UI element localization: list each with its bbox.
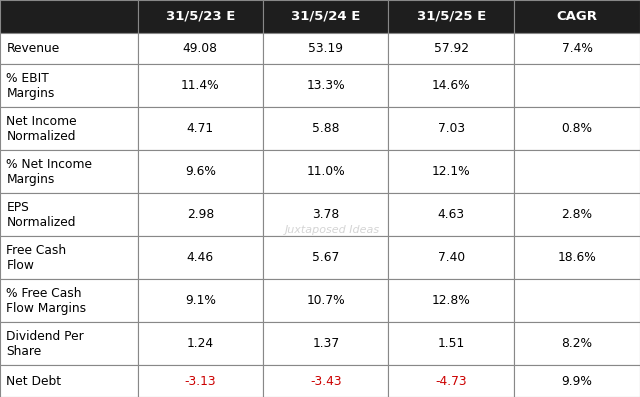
Text: 1.37: 1.37	[312, 337, 339, 351]
Bar	[388, 150, 514, 193]
Text: 13.3%: 13.3%	[307, 79, 345, 92]
Text: 57.92: 57.92	[434, 42, 468, 55]
Bar	[138, 193, 263, 236]
Text: Revenue: Revenue	[6, 42, 60, 55]
Bar	[514, 150, 640, 193]
Bar	[514, 365, 640, 397]
Text: Dividend Per
Share: Dividend Per Share	[6, 330, 84, 358]
Text: 31/5/25 E: 31/5/25 E	[417, 10, 486, 23]
Text: 5.88: 5.88	[312, 122, 339, 135]
Bar	[0, 33, 138, 64]
Bar	[138, 365, 263, 397]
Text: 11.0%: 11.0%	[307, 165, 345, 178]
Bar	[263, 322, 388, 365]
Text: 7.03: 7.03	[438, 122, 465, 135]
Text: 0.8%: 0.8%	[561, 122, 593, 135]
Bar	[388, 0, 514, 33]
Text: 4.71: 4.71	[187, 122, 214, 135]
Bar	[514, 64, 640, 107]
Bar	[263, 193, 388, 236]
Bar	[388, 236, 514, 279]
Bar	[0, 236, 138, 279]
Text: 8.2%: 8.2%	[561, 337, 593, 351]
Bar	[388, 365, 514, 397]
Text: Free Cash
Flow: Free Cash Flow	[6, 244, 67, 272]
Bar	[514, 279, 640, 322]
Bar	[138, 150, 263, 193]
Text: Juxtaposed Ideas: Juxtaposed Ideas	[285, 225, 380, 235]
Bar	[263, 107, 388, 150]
Bar	[514, 193, 640, 236]
Bar	[263, 279, 388, 322]
Bar	[138, 64, 263, 107]
Bar	[388, 107, 514, 150]
Text: 9.6%: 9.6%	[185, 165, 216, 178]
Text: % Free Cash
Flow Margins: % Free Cash Flow Margins	[6, 287, 86, 315]
Bar	[263, 64, 388, 107]
Text: 1.24: 1.24	[187, 337, 214, 351]
Bar	[514, 0, 640, 33]
Bar	[0, 193, 138, 236]
Text: 5.67: 5.67	[312, 251, 339, 264]
Text: 14.6%: 14.6%	[432, 79, 470, 92]
Bar	[0, 64, 138, 107]
Text: 7.40: 7.40	[438, 251, 465, 264]
Bar	[0, 365, 138, 397]
Text: -3.13: -3.13	[184, 375, 216, 388]
Bar	[514, 107, 640, 150]
Bar	[514, 322, 640, 365]
Bar	[0, 150, 138, 193]
Text: 4.63: 4.63	[438, 208, 465, 221]
Text: 1.51: 1.51	[438, 337, 465, 351]
Text: 4.46: 4.46	[187, 251, 214, 264]
Text: EPS
Normalized: EPS Normalized	[6, 201, 76, 229]
Text: -4.73: -4.73	[435, 375, 467, 388]
Text: 10.7%: 10.7%	[307, 294, 345, 307]
Text: 31/5/23 E: 31/5/23 E	[166, 10, 235, 23]
Text: 2.8%: 2.8%	[561, 208, 593, 221]
Text: 18.6%: 18.6%	[557, 251, 596, 264]
Bar	[263, 150, 388, 193]
Bar	[263, 0, 388, 33]
Bar	[263, 365, 388, 397]
Text: 12.1%: 12.1%	[432, 165, 470, 178]
Text: 7.4%: 7.4%	[561, 42, 593, 55]
Bar	[0, 0, 138, 33]
Bar	[388, 279, 514, 322]
Bar	[0, 279, 138, 322]
Text: Net Income
Normalized: Net Income Normalized	[6, 115, 77, 143]
Text: 9.9%: 9.9%	[561, 375, 593, 388]
Text: 31/5/24 E: 31/5/24 E	[291, 10, 360, 23]
Bar	[138, 279, 263, 322]
Bar	[388, 193, 514, 236]
Bar	[388, 322, 514, 365]
Bar	[388, 64, 514, 107]
Text: % EBIT
Margins: % EBIT Margins	[6, 72, 55, 100]
Text: 53.19: 53.19	[308, 42, 343, 55]
Bar	[0, 322, 138, 365]
Bar	[138, 236, 263, 279]
Bar	[138, 107, 263, 150]
Bar	[514, 236, 640, 279]
Text: 9.1%: 9.1%	[185, 294, 216, 307]
Text: CAGR: CAGR	[556, 10, 598, 23]
Bar	[138, 322, 263, 365]
Bar	[263, 33, 388, 64]
Text: 12.8%: 12.8%	[432, 294, 470, 307]
Bar	[0, 107, 138, 150]
Text: 11.4%: 11.4%	[181, 79, 220, 92]
Bar	[138, 33, 263, 64]
Bar	[263, 236, 388, 279]
Text: % Net Income
Margins: % Net Income Margins	[6, 158, 92, 186]
Bar	[138, 0, 263, 33]
Text: 2.98: 2.98	[187, 208, 214, 221]
Bar	[514, 33, 640, 64]
Text: 49.08: 49.08	[183, 42, 218, 55]
Text: -3.43: -3.43	[310, 375, 342, 388]
Text: Net Debt: Net Debt	[6, 375, 61, 388]
Text: 3.78: 3.78	[312, 208, 339, 221]
Bar	[388, 33, 514, 64]
